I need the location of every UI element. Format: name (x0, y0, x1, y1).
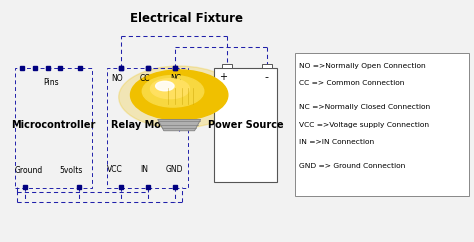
Text: 5volts: 5volts (59, 166, 83, 174)
Text: Electrical Fixture: Electrical Fixture (130, 12, 243, 25)
Text: CC => Common Connection: CC => Common Connection (300, 80, 405, 86)
Text: VCC: VCC (107, 165, 123, 174)
Polygon shape (158, 120, 201, 131)
Text: GND => Ground Connection: GND => Ground Connection (300, 163, 406, 169)
Bar (15, 68, 92, 188)
Circle shape (142, 76, 204, 107)
Text: Pins: Pins (43, 78, 59, 87)
Circle shape (130, 70, 228, 120)
Text: IN: IN (141, 165, 149, 174)
Text: Microcontroller: Microcontroller (11, 120, 96, 129)
Circle shape (150, 79, 190, 99)
Bar (295, 53, 469, 196)
Text: IN =>IN Connection: IN =>IN Connection (300, 139, 374, 145)
Bar (214, 68, 277, 182)
Text: Ground: Ground (15, 166, 43, 174)
Bar (262, 64, 273, 68)
Circle shape (118, 66, 240, 128)
Text: NC =>Normally Closed Connection: NC =>Normally Closed Connection (300, 104, 430, 110)
Text: +: + (219, 72, 228, 82)
Text: NO =>Normally Open Connection: NO =>Normally Open Connection (300, 63, 426, 69)
Text: -: - (265, 72, 269, 82)
Circle shape (155, 81, 174, 91)
Text: CC: CC (139, 74, 150, 83)
Text: Relay Module: Relay Module (110, 120, 184, 129)
Text: Power Source: Power Source (208, 120, 283, 129)
Text: VCC =>Voltage supply Connection: VCC =>Voltage supply Connection (300, 121, 429, 128)
Text: GND: GND (166, 165, 183, 174)
Text: NO: NO (111, 74, 123, 83)
Bar (107, 68, 189, 188)
Text: NC: NC (170, 74, 181, 83)
Bar (221, 64, 232, 68)
